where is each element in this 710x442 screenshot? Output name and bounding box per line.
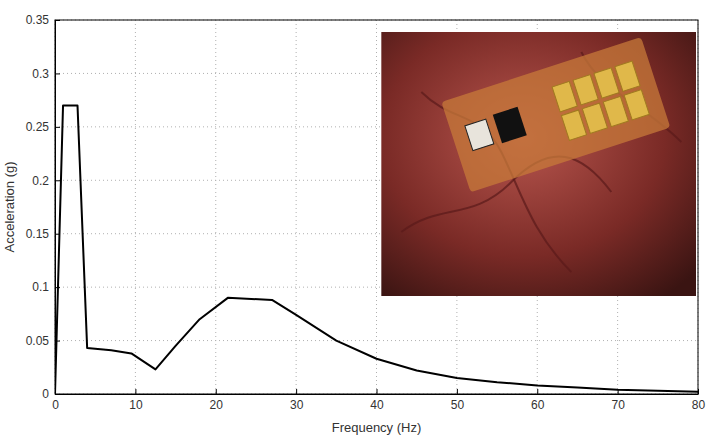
chip [493, 107, 527, 144]
tick-label: 0 [52, 398, 59, 412]
grid-line [55, 340, 698, 341]
y-axis-title: Acceleration (g) [2, 161, 17, 252]
electrode [603, 96, 628, 126]
tick-label: 0.3 [32, 67, 49, 81]
tick: 50 [451, 389, 465, 412]
grid-line [215, 20, 216, 394]
tick-mark [55, 341, 60, 342]
tick: 0.05 [26, 334, 60, 348]
electrode [615, 61, 640, 91]
tick-label: 60 [531, 398, 545, 412]
tick-label: 0.15 [26, 227, 50, 241]
tick-mark [55, 287, 60, 288]
plot-area: 0102030405060708000.050.10.150.20.250.30… [26, 13, 706, 411]
tick-label: 70 [611, 398, 625, 412]
tick-label: 20 [210, 398, 224, 412]
chip [465, 119, 494, 151]
tick-mark [457, 389, 458, 394]
tick-mark [55, 20, 60, 21]
tick-mark [618, 389, 619, 394]
electrode [594, 68, 619, 98]
x-axis-title: Frequency (Hz) [332, 420, 422, 435]
grid [55, 20, 698, 394]
tick: 0.3 [32, 67, 60, 81]
photo-background [381, 32, 696, 296]
tick-mark [55, 127, 60, 128]
tick: 40 [370, 389, 384, 412]
tick-label: 0.35 [26, 13, 50, 27]
tick: 20 [210, 389, 224, 412]
tick-mark [135, 389, 136, 394]
tick: 0.35 [26, 13, 60, 27]
tick-label: 30 [290, 398, 304, 412]
tick-label: 0.05 [26, 334, 50, 348]
tick-label: 0.1 [32, 280, 49, 294]
tick-label: 0.25 [26, 120, 50, 134]
tick: 10 [129, 389, 143, 412]
inset-photo [381, 32, 696, 296]
tick-label: 0 [42, 387, 49, 401]
tick: 0.25 [26, 120, 60, 134]
axis-line [55, 21, 56, 395]
tick-label: 10 [129, 398, 143, 412]
chart: 0102030405060708000.050.10.150.20.250.30… [0, 0, 710, 442]
electrode [573, 75, 598, 105]
tick-mark [216, 389, 217, 394]
x-axis: 0 10 20 30 40 50 60 70 80 [52, 389, 705, 412]
grid-line [135, 20, 136, 394]
electrode [624, 90, 649, 120]
tick-mark [55, 234, 60, 235]
electrode [561, 110, 586, 140]
tick: 80 [692, 389, 706, 412]
tick: 0.15 [26, 227, 60, 241]
tick: 0.2 [32, 174, 60, 188]
plot-frame [55, 20, 698, 394]
tick-mark [296, 389, 297, 394]
sensor-patch [441, 37, 670, 192]
tick: 0 [42, 387, 60, 401]
electrode [582, 103, 607, 133]
tick: 70 [611, 389, 625, 412]
patch-film [441, 37, 670, 192]
tick-label: 50 [451, 398, 465, 412]
tick-mark [377, 389, 378, 394]
y-axis: 0 0.05 0.1 0.15 0.2 0.25 0.3 0.35 [26, 13, 60, 401]
tick: 60 [531, 389, 545, 412]
grid-line [376, 20, 377, 394]
tick-mark [55, 73, 60, 74]
tick-mark [698, 389, 699, 394]
tick: 30 [290, 389, 304, 412]
tick-mark [55, 394, 60, 395]
tick-mark [537, 389, 538, 394]
electrode [552, 81, 577, 111]
grid-line [296, 20, 297, 394]
tick-mark [55, 180, 60, 181]
tick-label: 0.2 [32, 174, 49, 188]
plot-background [55, 20, 698, 394]
axis-line [56, 394, 699, 395]
tick-label: 80 [692, 398, 706, 412]
tick: 0.1 [32, 280, 60, 294]
tick-label: 40 [370, 398, 384, 412]
